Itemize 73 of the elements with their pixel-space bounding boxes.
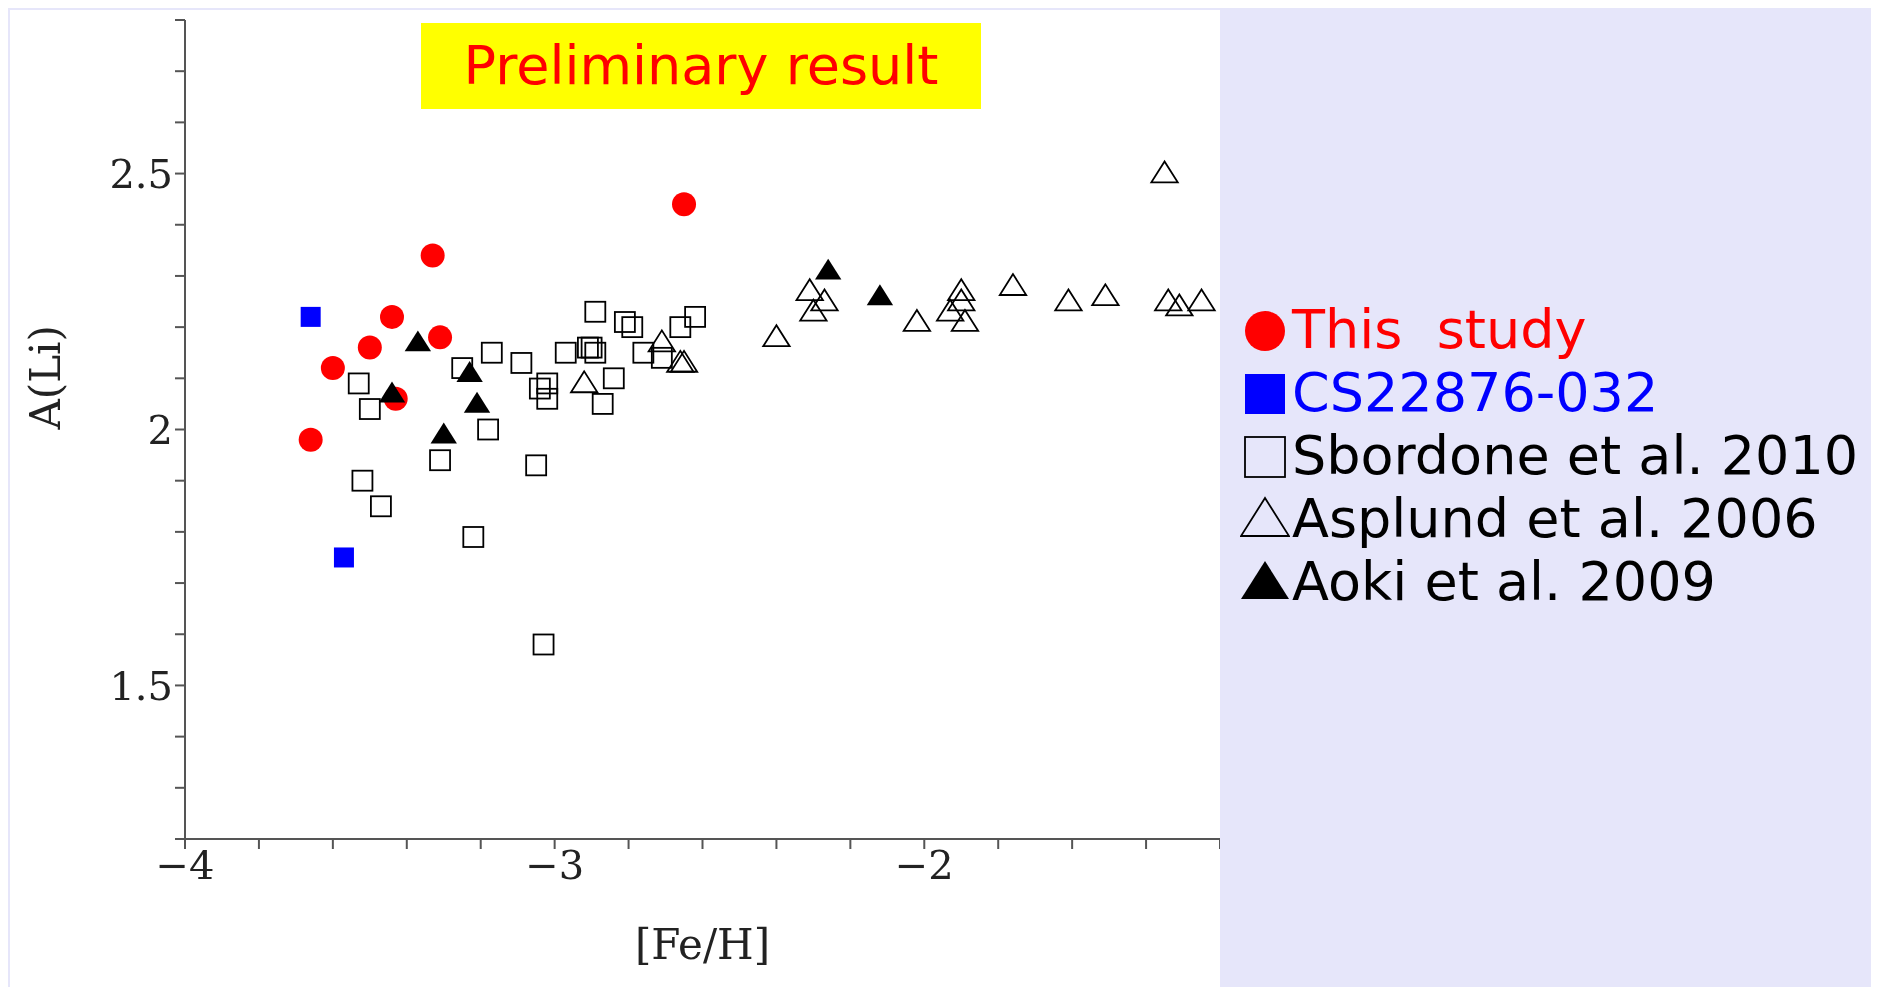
y-tick-label: 2.5 bbox=[109, 150, 173, 197]
point bbox=[429, 449, 451, 472]
point bbox=[1154, 288, 1183, 312]
point bbox=[333, 547, 354, 568]
point bbox=[430, 422, 457, 444]
point bbox=[799, 298, 828, 322]
annotation: Preliminary result bbox=[421, 23, 981, 109]
point bbox=[480, 341, 503, 364]
y-tick-label: 2 bbox=[147, 406, 173, 453]
x-tick-label: −4 bbox=[155, 842, 215, 889]
point bbox=[1054, 288, 1083, 312]
x-tick-label: −2 bbox=[894, 842, 954, 889]
point bbox=[672, 192, 697, 217]
point bbox=[462, 526, 485, 548]
point bbox=[762, 324, 791, 348]
point bbox=[536, 372, 559, 395]
x-axis-title: [Fe/H] bbox=[634, 920, 771, 969]
point bbox=[347, 372, 370, 395]
point bbox=[591, 393, 614, 415]
legend-label: Aoki et al. 2009 bbox=[1292, 550, 1716, 613]
point bbox=[947, 288, 976, 312]
point bbox=[525, 454, 548, 477]
point bbox=[866, 284, 894, 306]
y-tick-label: 1.5 bbox=[109, 662, 173, 709]
legend-label: Asplund et al. 2006 bbox=[1292, 487, 1818, 550]
point bbox=[950, 309, 980, 332]
point bbox=[1187, 288, 1216, 312]
point bbox=[584, 300, 607, 323]
y-axis-title: A(Li) bbox=[20, 325, 70, 431]
point bbox=[647, 329, 676, 353]
point bbox=[300, 306, 321, 327]
point bbox=[684, 305, 707, 328]
point bbox=[602, 367, 625, 390]
x-tick-label: −3 bbox=[525, 842, 585, 889]
point bbox=[532, 633, 555, 656]
point bbox=[357, 335, 382, 360]
point bbox=[632, 341, 655, 364]
point bbox=[936, 298, 965, 322]
legend-label: This study bbox=[1292, 298, 1587, 361]
point bbox=[621, 316, 644, 339]
point bbox=[570, 370, 599, 394]
point bbox=[1150, 160, 1179, 184]
point bbox=[650, 346, 673, 369]
point bbox=[814, 258, 842, 280]
point bbox=[669, 316, 692, 339]
point bbox=[380, 304, 404, 329]
point bbox=[536, 387, 559, 410]
point bbox=[613, 311, 636, 333]
point bbox=[456, 361, 483, 382]
point bbox=[795, 278, 824, 301]
point bbox=[358, 398, 381, 420]
point bbox=[428, 325, 453, 350]
point bbox=[320, 356, 345, 381]
point bbox=[1165, 293, 1194, 317]
point bbox=[404, 330, 432, 352]
point bbox=[510, 352, 533, 374]
point bbox=[477, 418, 500, 441]
point bbox=[1091, 283, 1120, 307]
legend-label: CS22876-032 bbox=[1292, 361, 1659, 424]
point bbox=[420, 243, 445, 268]
point bbox=[463, 391, 491, 413]
point bbox=[378, 381, 406, 403]
point bbox=[902, 309, 931, 332]
point bbox=[298, 427, 323, 452]
point bbox=[554, 341, 577, 364]
point bbox=[528, 377, 551, 400]
point bbox=[998, 273, 1028, 296]
point bbox=[584, 341, 607, 364]
legend-label: Sbordone et al. 2010 bbox=[1292, 424, 1859, 487]
point bbox=[351, 469, 374, 492]
point bbox=[947, 278, 976, 301]
point bbox=[810, 288, 839, 312]
point bbox=[370, 495, 392, 518]
